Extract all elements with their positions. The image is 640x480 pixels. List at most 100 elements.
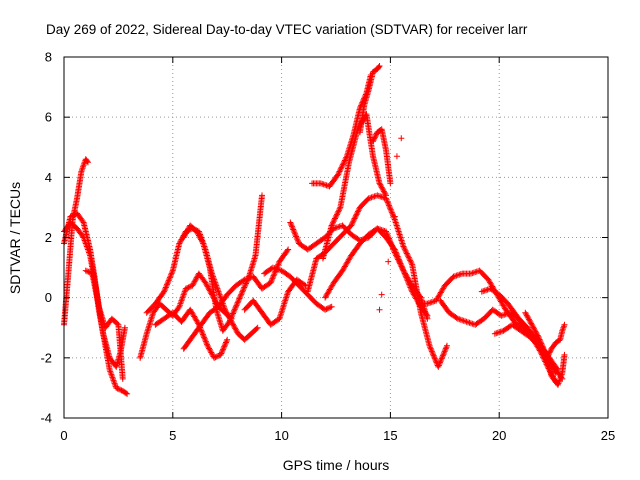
data-point <box>335 171 342 178</box>
data-point <box>381 189 388 196</box>
data-point <box>204 342 211 349</box>
data-point <box>430 352 437 359</box>
data-point <box>377 181 384 188</box>
data-point <box>378 193 385 200</box>
data-point <box>180 234 187 241</box>
data-point <box>195 231 202 238</box>
data-point <box>368 194 375 201</box>
data-point <box>231 324 238 331</box>
data-point <box>491 330 498 337</box>
data-point <box>206 346 213 353</box>
data-point <box>391 213 398 220</box>
data-point <box>200 332 207 339</box>
series-arc-8 <box>152 306 231 361</box>
data-point <box>398 135 405 142</box>
data-point <box>224 310 231 317</box>
data-point <box>329 221 336 228</box>
data-point <box>208 350 215 357</box>
data-point <box>320 181 327 188</box>
data-point <box>233 328 240 335</box>
data-point <box>454 272 461 279</box>
data-point <box>319 180 326 187</box>
data-point <box>192 277 199 284</box>
data-point <box>293 233 300 240</box>
data-point <box>201 335 208 342</box>
data-point <box>239 288 246 295</box>
data-point <box>217 351 224 358</box>
data-point <box>442 347 449 354</box>
data-point <box>177 239 184 246</box>
data-point <box>355 207 362 214</box>
data-point <box>441 348 448 355</box>
data-point <box>222 340 229 347</box>
data-point <box>336 168 343 175</box>
data-point <box>294 237 301 244</box>
data-point <box>374 192 381 199</box>
data-point <box>208 349 215 356</box>
data-point <box>220 344 227 351</box>
data-point <box>79 218 86 225</box>
data-point <box>374 225 381 232</box>
data-point <box>439 354 446 361</box>
data-point <box>416 293 423 300</box>
data-point <box>387 180 394 187</box>
data-point <box>380 194 387 201</box>
data-point <box>537 337 544 344</box>
data-point <box>350 216 357 223</box>
data-point <box>401 246 408 253</box>
data-point <box>525 315 532 322</box>
data-point <box>123 390 130 397</box>
data-point <box>352 212 359 219</box>
data-point <box>534 332 541 339</box>
data-point <box>537 339 544 346</box>
data-point <box>496 329 503 336</box>
axis-ticks: 0 5 10 15 20 25 -4 -2 0 2 4 6 8 <box>40 50 615 444</box>
data-point <box>424 300 431 307</box>
series-arc-11 <box>261 264 335 313</box>
data-point <box>377 183 384 190</box>
data-point <box>194 229 201 236</box>
x-tick-label: 10 <box>274 428 288 443</box>
data-point <box>456 316 463 323</box>
data-point <box>290 226 297 233</box>
data-point <box>205 344 212 351</box>
data-point <box>336 205 343 212</box>
data-point <box>383 228 390 235</box>
data-point <box>198 237 205 244</box>
data-point <box>199 239 206 246</box>
x-tick-label: 0 <box>60 428 67 443</box>
data-point <box>530 324 537 331</box>
data-point <box>395 256 402 263</box>
data-point <box>182 230 189 237</box>
data-point <box>222 308 229 315</box>
series-arc-4 <box>82 267 126 382</box>
data-point <box>336 207 343 214</box>
data-point <box>284 247 291 254</box>
data-point <box>403 250 410 257</box>
data-point <box>335 208 342 215</box>
data-point <box>460 317 467 324</box>
data-point <box>114 385 121 392</box>
data-point <box>161 288 168 295</box>
data-point <box>269 264 276 271</box>
data-point <box>323 306 330 313</box>
data-point <box>223 338 230 345</box>
data-point <box>198 328 205 335</box>
data-point <box>219 347 226 354</box>
data-point <box>428 299 435 306</box>
data-point <box>294 236 301 243</box>
data-point <box>334 209 341 216</box>
data-point <box>113 384 120 391</box>
data-point <box>117 386 124 393</box>
data-point <box>163 283 170 290</box>
data-point <box>199 330 206 337</box>
data-point <box>269 275 276 282</box>
data-point <box>393 153 400 160</box>
data-point <box>386 236 393 243</box>
data-point <box>435 363 442 370</box>
data-point <box>532 328 539 335</box>
data-point <box>301 281 308 288</box>
data-point <box>121 324 128 331</box>
data-point <box>228 314 235 321</box>
data-point <box>531 327 538 334</box>
